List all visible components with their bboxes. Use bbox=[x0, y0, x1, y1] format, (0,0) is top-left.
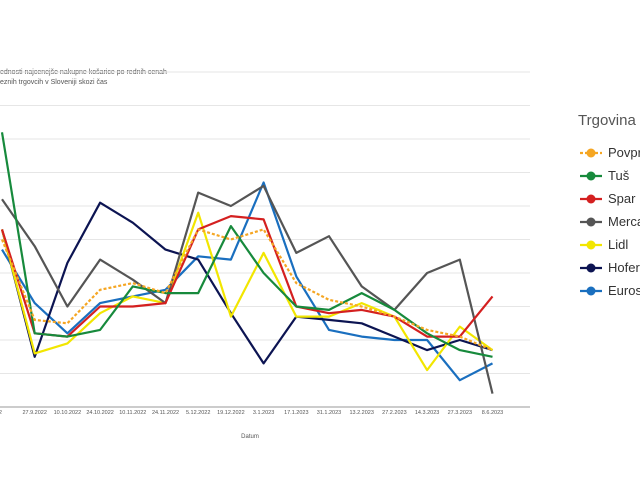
x-tick-label: 24.11.2022 bbox=[152, 410, 179, 416]
x-tick-label: 27.9.2022 bbox=[22, 410, 46, 416]
legend-item: Euros bbox=[578, 279, 640, 302]
x-tick-label: 2022 bbox=[0, 410, 2, 416]
legend-swatch-icon bbox=[580, 194, 602, 203]
legend-title: Trgovina bbox=[578, 112, 636, 129]
series-line-povpre bbox=[0, 228, 493, 352]
legend-swatch-icon bbox=[580, 286, 602, 295]
legend-item: Spar bbox=[578, 187, 640, 210]
x-tick-label: 5.12.2022 bbox=[186, 410, 210, 416]
legend-label: Hofer bbox=[608, 260, 640, 275]
x-tick-label: 13.2.2023 bbox=[349, 410, 373, 416]
x-tick-label: 31.1.2023 bbox=[317, 410, 341, 416]
legend-swatch-icon bbox=[580, 171, 602, 180]
legend-label: Spar bbox=[608, 191, 636, 206]
x-tick-label: 8.6.2023 bbox=[482, 410, 503, 416]
series-line-spar bbox=[0, 215, 494, 338]
legend-label: Merca bbox=[608, 214, 640, 229]
x-tick-label: 3.1.2023 bbox=[253, 410, 274, 416]
series-lines bbox=[0, 132, 494, 394]
series-line-lidl bbox=[0, 211, 494, 372]
legend: Trgovina Povpre Tuš Spar Merca Lidl Hofer Euro… bbox=[578, 112, 640, 302]
legend-item: Merca bbox=[578, 210, 640, 233]
series-line-merca bbox=[1, 184, 494, 394]
series-line-euros bbox=[1, 181, 494, 382]
legend-item: Lidl bbox=[578, 233, 640, 256]
grid-lines bbox=[0, 71, 530, 374]
x-axis-ticks: 2022 27.9.2022 10.10.2022 24.10.2022 10.11.2… bbox=[0, 410, 503, 416]
x-tick-label: 17.1.2023 bbox=[284, 410, 308, 416]
x-tick-label: 27.2.2023 bbox=[382, 410, 406, 416]
series-line-tuš bbox=[0, 132, 493, 358]
legend-label: Tuš bbox=[608, 168, 630, 183]
legend-label: Povpre bbox=[608, 145, 640, 160]
legend-swatch-icon bbox=[580, 263, 602, 272]
x-tick-label: 19.12.2022 bbox=[217, 410, 245, 416]
x-tick-label: 10.10.2022 bbox=[54, 410, 82, 416]
legend-label: Lidl bbox=[608, 237, 629, 252]
legend-item: Povpre bbox=[578, 141, 640, 164]
legend-swatch-icon bbox=[580, 240, 602, 249]
x-tick-label: 24.10.2022 bbox=[86, 410, 114, 416]
legend-swatch-icon bbox=[580, 148, 602, 157]
x-tick-label: 10.11.2022 bbox=[119, 410, 146, 416]
x-tick-label: 14.3.2023 bbox=[415, 410, 439, 416]
chart-title-line-2: eznih trgovcih v Sloveniji skozi čas bbox=[0, 79, 108, 86]
legend-swatch-icon bbox=[580, 217, 602, 226]
x-tick-label: 27.3.2023 bbox=[448, 410, 472, 416]
x-axis-label: Datum bbox=[241, 434, 259, 440]
legend-item: Tuš bbox=[578, 164, 640, 187]
legend-item: Hofer bbox=[578, 256, 640, 279]
legend-label: Euros bbox=[608, 283, 640, 298]
